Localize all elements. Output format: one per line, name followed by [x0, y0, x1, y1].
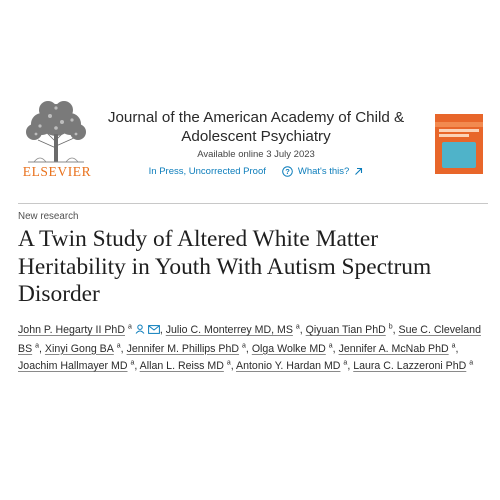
- header-divider: [18, 203, 488, 204]
- journal-header: ELSEVIER Journal of the American Academy…: [14, 96, 486, 188]
- author-link[interactable]: Laura C. Lazzeroni PhD: [353, 360, 467, 372]
- affiliation-marker[interactable]: a: [295, 323, 300, 331]
- author-separator: ,: [39, 342, 42, 355]
- affiliation-marker[interactable]: a: [328, 341, 333, 349]
- elsevier-tree-icon: [26, 101, 86, 163]
- affiliation-marker[interactable]: a: [469, 359, 474, 367]
- affiliation-marker[interactable]: a: [127, 323, 132, 331]
- cover-text-line: [439, 134, 469, 137]
- affiliation-marker[interactable]: a: [226, 359, 231, 367]
- publisher-wordmark: ELSEVIER: [22, 164, 92, 179]
- svg-text:?: ?: [285, 167, 290, 176]
- author-link[interactable]: Joachim Hallmayer MD: [18, 360, 128, 372]
- author-separator: ,: [245, 342, 249, 355]
- person-icon[interactable]: [135, 323, 145, 341]
- author-separator: ,: [455, 342, 459, 355]
- affiliation-marker[interactable]: b: [388, 323, 393, 331]
- author-separator: ,: [120, 342, 124, 355]
- article-title: A Twin Study of Altered White Matter Her…: [18, 226, 432, 307]
- journal-cover-thumbnail[interactable]: [435, 114, 483, 174]
- author-link[interactable]: Sue C. Cleveland BS: [18, 324, 481, 355]
- whats-this-link[interactable]: What's this?: [297, 166, 350, 177]
- author-link[interactable]: Jennifer A. McNab PhD: [338, 342, 449, 355]
- author-item: John P. Hegarty II PhD a: [18, 323, 160, 336]
- author-item: Xinyi Gong BA a,: [44, 341, 124, 355]
- author-item: Sue C. Cleveland BS a,: [18, 324, 481, 355]
- status-row: In Press, Uncorrected Proof ? What's thi…: [106, 166, 406, 177]
- affiliation-marker[interactable]: a: [242, 341, 246, 349]
- author-item: Jennifer A. McNab PhD a,: [338, 341, 459, 355]
- cover-image: [442, 142, 476, 168]
- elsevier-logo[interactable]: ELSEVIER: [14, 96, 98, 188]
- author-separator: ,: [230, 360, 234, 372]
- cover-text-line: [439, 129, 479, 132]
- affiliation-marker[interactable]: a: [35, 341, 39, 349]
- question-circle-icon[interactable]: ?: [282, 166, 293, 177]
- external-arrow-icon: [354, 167, 363, 176]
- author-item: Qiyuan Tian PhD b,: [305, 323, 396, 336]
- journal-title[interactable]: Journal of the American Academy of Child…: [106, 108, 406, 146]
- author-link[interactable]: Olga Wolke MD: [251, 342, 326, 355]
- journal-title-line2: Adolescent Psychiatry: [181, 128, 331, 145]
- author-link[interactable]: Jennifer M. Phillips PhD: [126, 342, 240, 355]
- article-type: New research: [18, 211, 79, 222]
- journal-title-line1: Journal of the American Academy of Child…: [107, 109, 405, 126]
- author-item: Laura C. Lazzeroni PhD a: [353, 359, 474, 372]
- author-item: Joachim Hallmayer MD a,: [18, 359, 138, 372]
- author-link[interactable]: John P. Hegarty II PhD: [18, 324, 125, 336]
- author-separator: ,: [299, 324, 303, 336]
- affiliation-marker[interactable]: a: [343, 359, 348, 367]
- author-list: John P. Hegarty II PhD a, Julio C. Monte…: [18, 323, 481, 372]
- availability-date: Available online 3 July 2023: [197, 149, 315, 160]
- author-separator: ,: [134, 360, 138, 372]
- journal-info: Journal of the American Academy of Child…: [106, 108, 406, 177]
- author-link[interactable]: Xinyi Gong BA: [44, 342, 114, 355]
- affiliation-marker[interactable]: a: [116, 341, 121, 349]
- author-item: Antonio Y. Hardan MD a,: [236, 359, 351, 372]
- author-link[interactable]: Allan L. Reiss MD: [139, 360, 224, 372]
- author-link[interactable]: Julio C. Monterrey MD, MS: [165, 324, 293, 336]
- affiliation-marker[interactable]: a: [130, 359, 135, 367]
- author-separator: ,: [392, 324, 396, 336]
- affiliation-marker[interactable]: a: [451, 341, 456, 349]
- author-item: Olga Wolke MD a,: [251, 341, 336, 355]
- mail-icon[interactable]: [147, 323, 160, 341]
- author-link[interactable]: Qiyuan Tian PhD: [305, 324, 386, 336]
- author-item: Julio C. Monterrey MD, MS a,: [165, 323, 303, 336]
- author-item: Jennifer M. Phillips PhD a,: [126, 341, 249, 355]
- in-press-status: In Press, Uncorrected Proof: [148, 166, 266, 177]
- author-item: Allan L. Reiss MD a,: [139, 359, 234, 372]
- cover-band: [435, 122, 483, 127]
- author-separator: ,: [332, 342, 336, 355]
- author-separator: ,: [347, 360, 351, 372]
- author-link[interactable]: Antonio Y. Hardan MD: [236, 360, 341, 372]
